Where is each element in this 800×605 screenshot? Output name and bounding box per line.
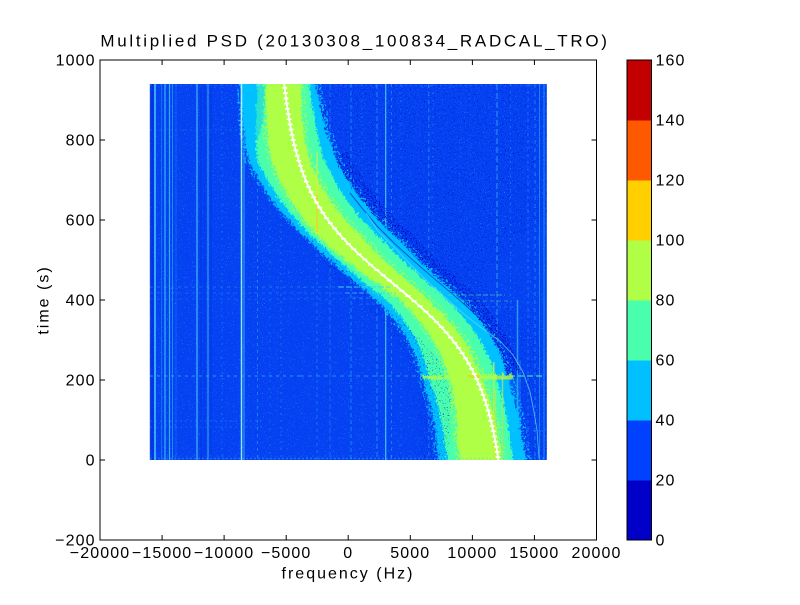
svg-text:15000: 15000	[509, 545, 559, 562]
svg-text:−15000: −15000	[132, 545, 192, 562]
svg-text:5000: 5000	[390, 545, 430, 562]
svg-text:200: 200	[66, 373, 96, 390]
svg-text:20: 20	[656, 473, 676, 490]
svg-text:120: 120	[656, 173, 686, 190]
svg-text:1000: 1000	[56, 53, 96, 70]
svg-text:0: 0	[343, 545, 353, 562]
svg-text:10000: 10000	[447, 545, 497, 562]
svg-text:160: 160	[656, 53, 686, 70]
svg-text:0: 0	[86, 453, 96, 470]
svg-text:−5000: −5000	[261, 545, 311, 562]
svg-text:800: 800	[66, 133, 96, 150]
svg-text:20000: 20000	[572, 545, 622, 562]
svg-text:100: 100	[656, 233, 686, 250]
svg-text:60: 60	[656, 353, 676, 370]
svg-text:frequency (Hz): frequency (Hz)	[282, 566, 415, 583]
svg-text:time (s): time (s)	[36, 265, 53, 334]
svg-text:Multiplied PSD (20130308_10083: Multiplied PSD (20130308_100834_RADCAL_T…	[100, 32, 609, 51]
svg-text:40: 40	[656, 413, 676, 430]
svg-text:−10000: −10000	[194, 545, 254, 562]
svg-text:−200: −200	[55, 533, 95, 550]
svg-text:−20000: −20000	[70, 545, 130, 562]
svg-text:140: 140	[656, 113, 686, 130]
svg-text:80: 80	[656, 293, 676, 310]
svg-text:400: 400	[66, 293, 96, 310]
svg-text:600: 600	[66, 213, 96, 230]
svg-text:0: 0	[656, 533, 666, 550]
